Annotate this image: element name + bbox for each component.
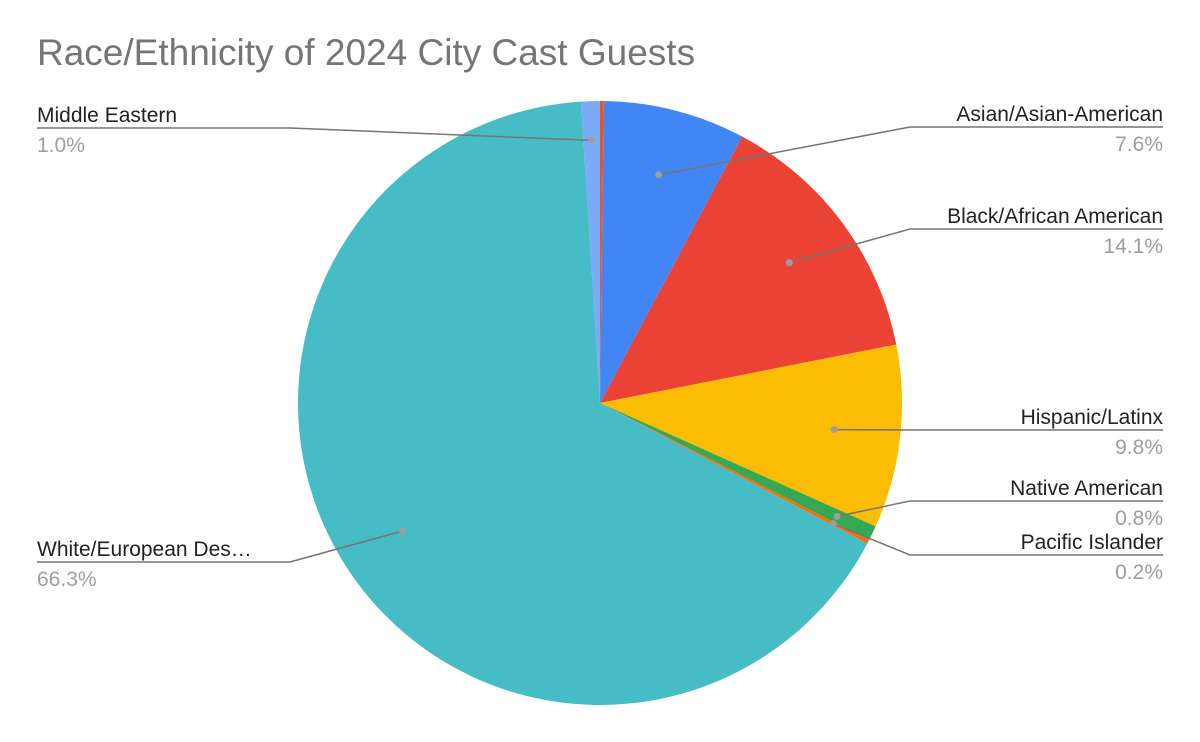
leader-dot-pacific-islander: [829, 520, 837, 528]
slice-percent-pacific-islander: 0.2%: [1115, 561, 1163, 584]
leader-line-middle-eastern: [37, 127, 592, 142]
chart-title: Race/Ethnicity of 2024 City Cast Guests: [37, 32, 696, 73]
slice-labels: Asian/Asian-American 7.6% Black/African Am…: [37, 103, 1164, 591]
slice-percent-white-european-des: 66.3%: [37, 568, 97, 591]
leader-dot-hispanic-latinx: [830, 426, 838, 434]
leader-line-native-american: [836, 500, 1163, 518]
leader-line-pacific-islander: [833, 523, 1163, 556]
slice-label-pacific-islander: Pacific Islander: [1021, 531, 1163, 554]
leader-dot-middle-eastern: [588, 136, 596, 144]
slice-label-native-american: Native American: [1010, 477, 1163, 500]
leader-line-black-african-american: [789, 228, 1163, 264]
slice-percent-middle-eastern: 1.0%: [37, 134, 85, 157]
leader-dot-white-european-des: [398, 527, 406, 535]
leader-line-asian-asian-american: [658, 126, 1163, 176]
slice-label-hispanic-latinx: Hispanic/Latinx: [1021, 406, 1164, 429]
slice-label-middle-eastern: Middle Eastern: [37, 104, 177, 127]
pie-slice-unlabeled-0: [600, 101, 604, 403]
slice-percent-asian-asian-american: 7.6%: [1115, 133, 1163, 156]
slice-percent-black-african-american: 14.1%: [1103, 235, 1163, 258]
leader-dot-native-american: [833, 512, 841, 520]
leader-dot-asian-asian-american: [655, 171, 663, 179]
slice-percent-hispanic-latinx: 9.8%: [1115, 436, 1163, 459]
pie-slices: [298, 101, 902, 705]
leader-line-white-european-des: [37, 530, 403, 563]
pie-slice-native-american: [600, 403, 876, 541]
slice-label-black-african-american: Black/African American: [947, 205, 1163, 228]
leader-dot-black-african-american: [785, 259, 793, 267]
pie-slice-black-african-american: [600, 136, 897, 404]
pie-slice-white-european-des: [298, 101, 868, 705]
pie-slice-hispanic-latinx: [600, 344, 902, 527]
slice-percent-native-american: 0.8%: [1115, 507, 1163, 530]
slice-label-asian-asian-american: Asian/Asian-American: [956, 103, 1163, 126]
pie-slice-asian-asian-american: [600, 101, 743, 404]
pie-slice-pacific-islander: [600, 403, 870, 544]
slice-label-white-european-des: White/European Des…: [37, 538, 252, 561]
leader-lines: [37, 126, 1163, 563]
pie-slice-middle-eastern: [581, 101, 600, 403]
